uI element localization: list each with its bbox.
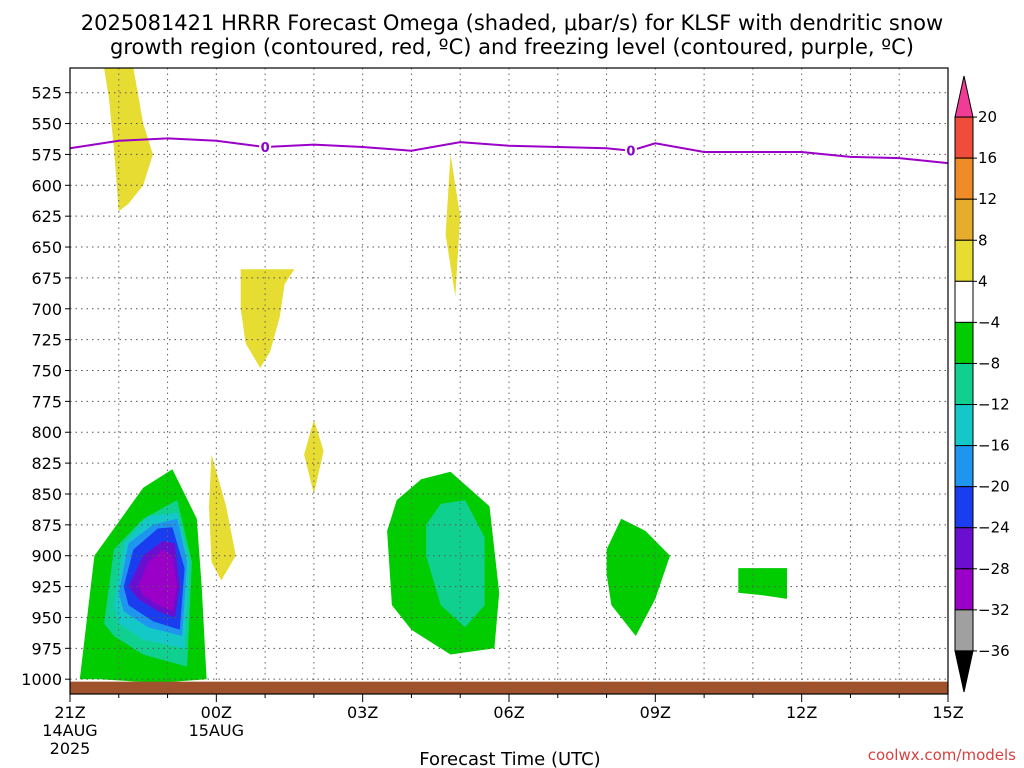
x-tick-0-line-0: 21Z (54, 703, 85, 722)
omega-region-upward-28 (138, 549, 178, 612)
freezing-label-bg-1 (624, 142, 637, 158)
x-tick-12-line-0: 09Z (640, 703, 671, 722)
x-tick-0-line-2: 2025 (50, 739, 91, 758)
y-tick-800: 800 (31, 423, 62, 442)
colorbar-label-5: −4 (978, 313, 1000, 331)
colorbar-label-1: 16 (978, 149, 997, 167)
omega-region-upward-mid-inner (426, 500, 485, 628)
colorbar-label-8: −16 (978, 437, 1010, 455)
ground-band (70, 681, 948, 694)
freezing-label-bg-0 (259, 139, 272, 155)
y-tick-925: 925 (31, 578, 62, 597)
title-line-2: growth region (contoured, red, ºC) and f… (110, 35, 914, 59)
y-tick-950: 950 (31, 608, 62, 627)
colorbar-swatch-9 (954, 445, 974, 488)
colorbar-top-arrow (954, 75, 974, 118)
colorbar-label-10: −24 (978, 519, 1010, 537)
colorbar-swatch-8 (954, 404, 974, 447)
colorbar-label-12: −32 (978, 601, 1010, 619)
omega-region-downward-low (209, 454, 236, 581)
y-axis: 525 550 575 600 625 650 675 700 725 750 775 800 825 8… (21, 84, 70, 689)
colorbar-label-9: −20 (978, 478, 1010, 496)
y-tick-625: 625 (31, 207, 62, 226)
colorbar-swatch-11 (954, 527, 974, 570)
title-line-1: 2025081421 HRRR Forecast Omega (shaded, … (81, 11, 943, 35)
omega-region-downward-mid (240, 269, 295, 368)
colorbar-swatch-4 (954, 239, 974, 282)
colorbar-swatch-2 (954, 157, 974, 200)
x-tick-3-line-1: 15AUG (189, 721, 244, 740)
colorbar-swatch-7 (954, 362, 974, 406)
x-tick-9-line-0: 06Z (493, 703, 524, 722)
colorbar-label-6: −8 (978, 354, 1000, 372)
colorbar: 20 16 12 8 4 −4 −8 −12 −16 −20 −24 −28 −32 −36 (954, 75, 1010, 693)
x-axis-label: Forecast Time (UTC) (419, 749, 600, 768)
x-tick-18-line-0: 15Z (932, 703, 963, 722)
colorbar-swatch-1 (954, 116, 974, 159)
colorbar-bottom-arrow (954, 650, 974, 693)
colorbar-swatch-5 (954, 280, 974, 323)
omega-region-downward-thin (445, 154, 461, 297)
y-tick-700: 700 (31, 300, 62, 319)
y-tick-900: 900 (31, 547, 62, 566)
freezing-label-0: 0 (261, 141, 270, 156)
colorbar-swatch-12 (954, 568, 974, 611)
y-tick-875: 875 (31, 516, 62, 535)
colorbar-label-2: 12 (978, 190, 997, 208)
plot-area (70, 68, 948, 694)
colorbar-label-0: 20 (978, 108, 997, 126)
omega-region-upward-right (606, 518, 670, 636)
colorbar-label-11: −28 (978, 560, 1010, 578)
y-tick-775: 775 (31, 392, 62, 411)
x-tick-6-line-0: 03Z (347, 703, 378, 722)
x-tick-15-line-0: 12Z (786, 703, 817, 722)
y-tick-750: 750 (31, 362, 62, 381)
y-tick-725: 725 (31, 331, 62, 350)
y-tick-550: 550 (31, 115, 62, 134)
colorbar-label-13: −36 (978, 642, 1010, 660)
y-tick-1000: 1000 (21, 670, 62, 689)
omega-region-downward-small (304, 419, 324, 494)
colorbar-swatch-6 (954, 321, 974, 364)
colorbar-label-4: 4 (978, 272, 988, 290)
credit-text: coolwx.com/models (868, 746, 1016, 764)
y-tick-600: 600 (31, 176, 62, 195)
colorbar-swatch-13 (954, 609, 974, 652)
colorbar-swatch-10 (954, 486, 974, 529)
x-tick-0-line-1: 14AUG (42, 721, 97, 740)
y-tick-575: 575 (31, 145, 62, 164)
colorbar-swatch-3 (954, 198, 974, 241)
freezing-label-1: 0 (626, 145, 635, 160)
colorbar-label-3: 8 (978, 231, 988, 249)
freezing-line (69, 137, 949, 165)
colorbar-label-7: −12 (978, 396, 1010, 414)
y-tick-975: 975 (31, 639, 62, 658)
grid (70, 68, 948, 694)
y-tick-850: 850 (31, 485, 62, 504)
y-tick-825: 825 (31, 454, 62, 473)
y-tick-525: 525 (31, 84, 62, 103)
omega-region-upward-far (738, 568, 787, 599)
x-tick-3-line-0: 00Z (201, 703, 232, 722)
y-tick-675: 675 (31, 269, 62, 288)
y-tick-650: 650 (31, 238, 62, 257)
